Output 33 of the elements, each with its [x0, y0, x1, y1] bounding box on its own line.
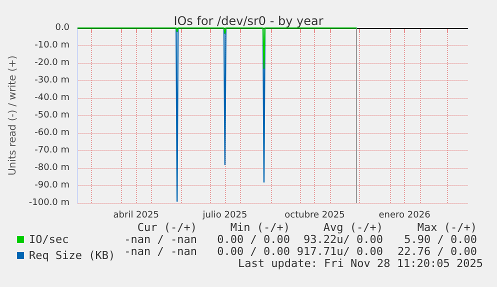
y-tick-label: 0.0 [55, 23, 70, 33]
text: -nan / -nan [124, 233, 197, 246]
y-tick-label: -70.0 m [34, 146, 70, 156]
text: 0.00 / 0.00 [217, 233, 290, 246]
legend-label: Req Size (KB) [29, 249, 116, 262]
text: 93.22u/ 0.00 [304, 233, 383, 246]
y-tick-label: -80.0 m [34, 163, 70, 173]
y-tick-label: -50.0 m [34, 110, 70, 120]
text: 22.76 / 0.00 [398, 245, 477, 258]
text: Avg (-/+) [323, 221, 383, 234]
x-tick-label: enero 2026 [378, 210, 431, 220]
legend-label: IO/sec [29, 233, 69, 246]
chart-title: IOs for /dev/sr0 - by year [174, 14, 324, 28]
text: -nan / -nan [124, 245, 197, 258]
text: 0.00 / 0.00 [217, 245, 290, 258]
text: Cur (-/+) [137, 221, 197, 234]
text: 917.71u/ 0.00 [296, 245, 383, 258]
text: 5.90 / 0.00 [404, 233, 477, 246]
y-tick-label: -10.0 m [34, 40, 70, 50]
text: Max (-/+) [417, 221, 477, 234]
y-tick-label: -40.0 m [34, 93, 70, 103]
y-tick-label: -30.0 m [34, 76, 70, 86]
y-tick-label: -60.0 m [34, 128, 70, 138]
x-tick-label: julio 2025 [202, 210, 248, 220]
y-tick-label: -100.0 m [28, 198, 70, 208]
text: Last update: Fri Nov 28 11:20:05 2025 [238, 257, 484, 270]
y-tick-label: -90.0 m [34, 180, 70, 190]
x-tick-label: abril 2025 [113, 210, 159, 220]
y-axis-title: Units read (-) / write (+) [8, 55, 18, 176]
text: Min (-/+) [230, 221, 290, 234]
line-series [76, 27, 358, 69]
y-tick-label: -20.0 m [34, 58, 70, 68]
x-tick-label: octubre 2025 [284, 210, 345, 220]
